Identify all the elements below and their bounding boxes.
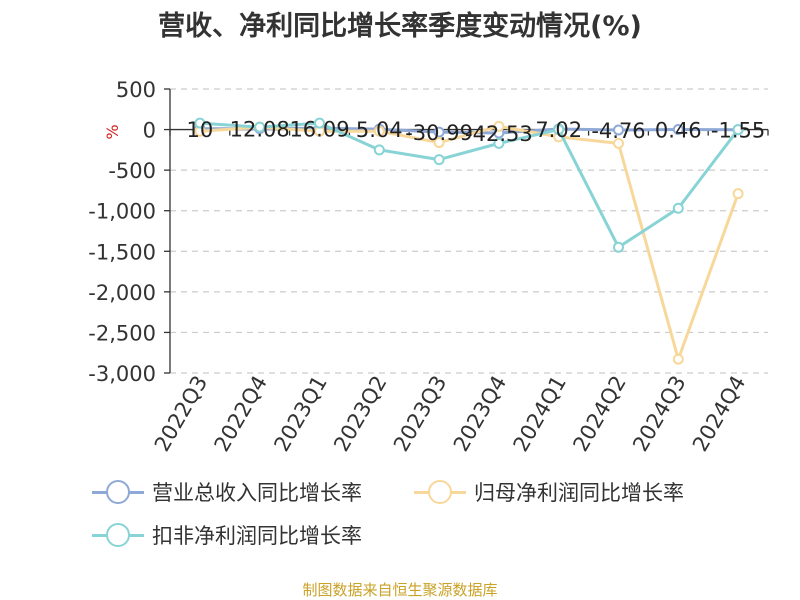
x-tick-label: 2024Q3 — [628, 372, 690, 456]
series-line-2 — [199, 121, 740, 249]
series-point-0 — [672, 124, 684, 136]
series-point-2 — [732, 124, 744, 136]
data-label: -4.76 — [591, 119, 645, 143]
legend-item-deducted-profit[interactable]: 扣非净利润同比增长率 — [92, 521, 362, 549]
x-tick-label: 2023Q3 — [389, 371, 451, 455]
series-point-0 — [613, 124, 624, 136]
series-point-2 — [553, 124, 565, 136]
y-tick-label: 500 — [116, 78, 156, 102]
legend-label-revenue: 营业总收入同比增长率 — [152, 481, 362, 505]
data-label: 0.46 — [655, 119, 702, 143]
data-label: 5.04 — [356, 118, 403, 142]
legend-label-net-profit: 归母净利润同比增长率 — [474, 481, 684, 505]
series-point-2 — [672, 202, 684, 214]
x-tick-label: 2024Q1 — [509, 372, 571, 456]
x-tick-label: 2024Q4 — [688, 372, 750, 456]
series-line-1 — [199, 124, 740, 361]
series-point-2 — [493, 137, 505, 149]
series-point-2 — [433, 154, 445, 166]
legend-item-net-profit[interactable]: 归母净利润同比增长率 — [414, 478, 684, 506]
x-tick-label: 2024Q2 — [568, 372, 630, 456]
y-tick-label: -500 — [108, 159, 156, 183]
legend-circle-net-profit — [428, 480, 452, 504]
legend-circle-deducted-profit — [106, 523, 130, 547]
legend-label-deducted-profit: 扣非净利润同比增长率 — [152, 524, 362, 548]
series-point-2 — [254, 121, 266, 133]
y-tick-label: -1,500 — [88, 240, 156, 264]
footer-credit: 制图数据来自恒生聚源数据库 — [302, 581, 498, 599]
x-tick-label: 2022Q4 — [210, 372, 272, 456]
data-label: 7.02 — [535, 118, 582, 142]
data-label: -42.53 — [465, 122, 533, 146]
series-point-1 — [672, 353, 684, 365]
x-tick-label: 2023Q1 — [269, 372, 331, 456]
series-point-2 — [373, 144, 385, 156]
series-point-1 — [433, 137, 445, 149]
x-tick-label: 2023Q4 — [449, 372, 511, 456]
y-unit-label: % — [103, 124, 122, 139]
series-point-0 — [433, 126, 445, 138]
data-label: -1.55 — [711, 119, 765, 143]
data-label: 10 — [187, 118, 214, 142]
y-tick-label: -2,500 — [88, 321, 156, 345]
data-label: 12.08 — [230, 118, 290, 142]
x-tick-label: 2023Q2 — [329, 372, 391, 456]
data-label: 16.09 — [289, 117, 349, 141]
chart-title: 营收、净利同比增长率季度变动情况(%) — [158, 11, 642, 42]
data-label: -30.99 — [405, 121, 473, 145]
y-tick-label: -1,000 — [88, 200, 156, 224]
series-point-2 — [613, 241, 624, 253]
series-point-1 — [613, 137, 624, 149]
y-tick-label: -2,000 — [88, 281, 156, 305]
series-point-2 — [194, 117, 206, 129]
series-point-1 — [373, 125, 385, 137]
y-tick-label: 0 — [143, 119, 156, 143]
series-point-2 — [314, 117, 325, 129]
legend-circle-revenue — [106, 480, 130, 504]
series-point-1 — [493, 120, 505, 132]
legend-item-revenue[interactable]: 营业总收入同比增长率 — [92, 478, 362, 506]
x-tick-label: 2022Q3 — [150, 372, 212, 456]
y-tick-label: -3,000 — [88, 362, 156, 386]
series-point-1 — [732, 188, 744, 200]
